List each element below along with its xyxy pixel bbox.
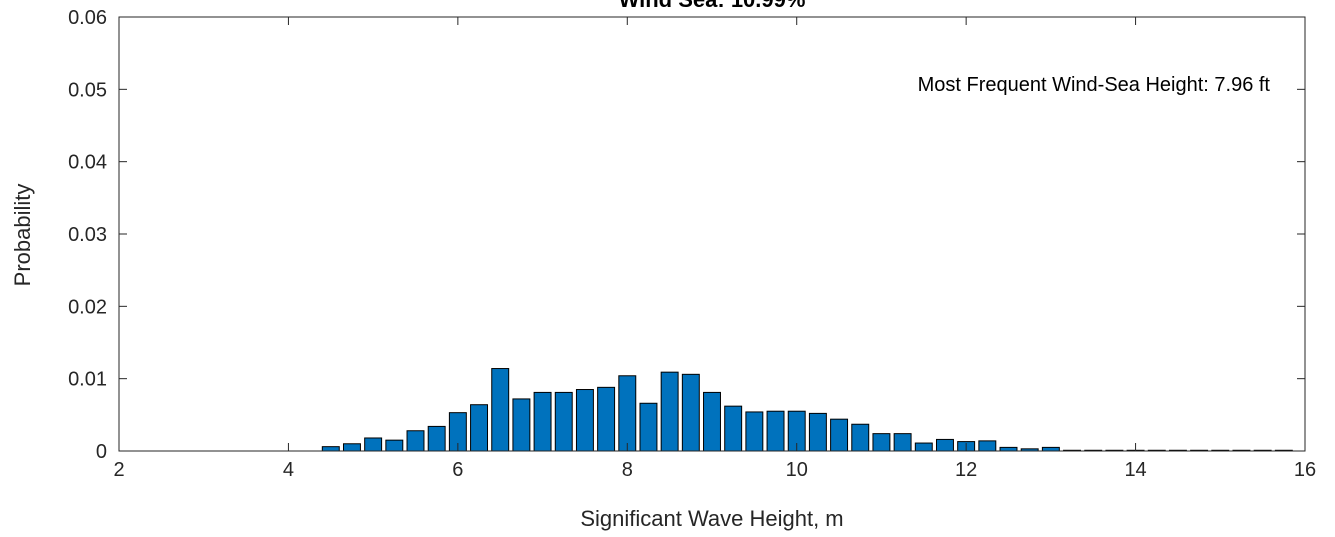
x-tick-label: 2 bbox=[113, 459, 124, 481]
bar bbox=[618, 375, 637, 452]
chart-title: Wind Sea: 10.99% bbox=[619, 0, 806, 12]
y-tick-label: 0.02 bbox=[68, 296, 107, 318]
y-tick-label: 0.05 bbox=[68, 79, 107, 101]
bar bbox=[575, 389, 594, 452]
bar bbox=[978, 440, 997, 452]
y-tick-label: 0.03 bbox=[68, 224, 107, 246]
y-tick-label: 0.06 bbox=[68, 7, 107, 29]
x-axis-label: Significant Wave Height, m bbox=[580, 506, 843, 531]
y-tick-label: 0.01 bbox=[68, 369, 107, 391]
bar bbox=[491, 368, 510, 452]
bar bbox=[639, 402, 658, 452]
chart-annotation: Most Frequent Wind-Sea Height: 7.96 ft bbox=[918, 74, 1271, 96]
plot-background bbox=[119, 17, 1305, 451]
bar bbox=[342, 443, 361, 452]
bar bbox=[533, 391, 552, 452]
x-tick-label: 10 bbox=[786, 459, 808, 481]
bar bbox=[999, 446, 1018, 452]
bar bbox=[830, 418, 849, 452]
x-tick-label: 6 bbox=[452, 459, 463, 481]
bar bbox=[554, 391, 573, 452]
bar bbox=[808, 412, 827, 452]
bar bbox=[872, 433, 891, 452]
bar bbox=[597, 386, 616, 452]
bar bbox=[703, 391, 721, 452]
x-tick-label: 16 bbox=[1294, 459, 1316, 481]
bar bbox=[385, 439, 404, 452]
bar bbox=[364, 437, 383, 452]
bar bbox=[427, 425, 446, 452]
bar bbox=[766, 410, 785, 452]
bar bbox=[512, 398, 531, 452]
bar bbox=[406, 430, 425, 452]
bar bbox=[681, 373, 700, 452]
plot-frame bbox=[118, 16, 1306, 452]
y-tick-label: 0 bbox=[96, 441, 107, 463]
bar bbox=[660, 371, 679, 452]
x-tick-label: 12 bbox=[955, 459, 977, 481]
bar bbox=[1041, 446, 1060, 452]
bar bbox=[851, 423, 870, 452]
bar bbox=[914, 442, 933, 452]
y-tick-labels: 0 0.01 0.02 0.03 0.04 0.05 0.06 bbox=[68, 7, 107, 463]
bar bbox=[935, 438, 954, 452]
x-tick-labels: 2 4 6 8 10 12 14 16 bbox=[113, 459, 1316, 481]
x-tick-label: 14 bbox=[1124, 459, 1146, 481]
bar bbox=[321, 446, 340, 452]
y-axis-label: Probability bbox=[10, 184, 35, 287]
bar bbox=[470, 404, 489, 452]
x-tick-label: 8 bbox=[622, 459, 633, 481]
bar bbox=[745, 411, 764, 452]
bar bbox=[893, 433, 912, 452]
y-tick-label: 0.04 bbox=[68, 152, 107, 174]
bar bbox=[724, 405, 743, 452]
x-tick-label: 4 bbox=[283, 459, 294, 481]
